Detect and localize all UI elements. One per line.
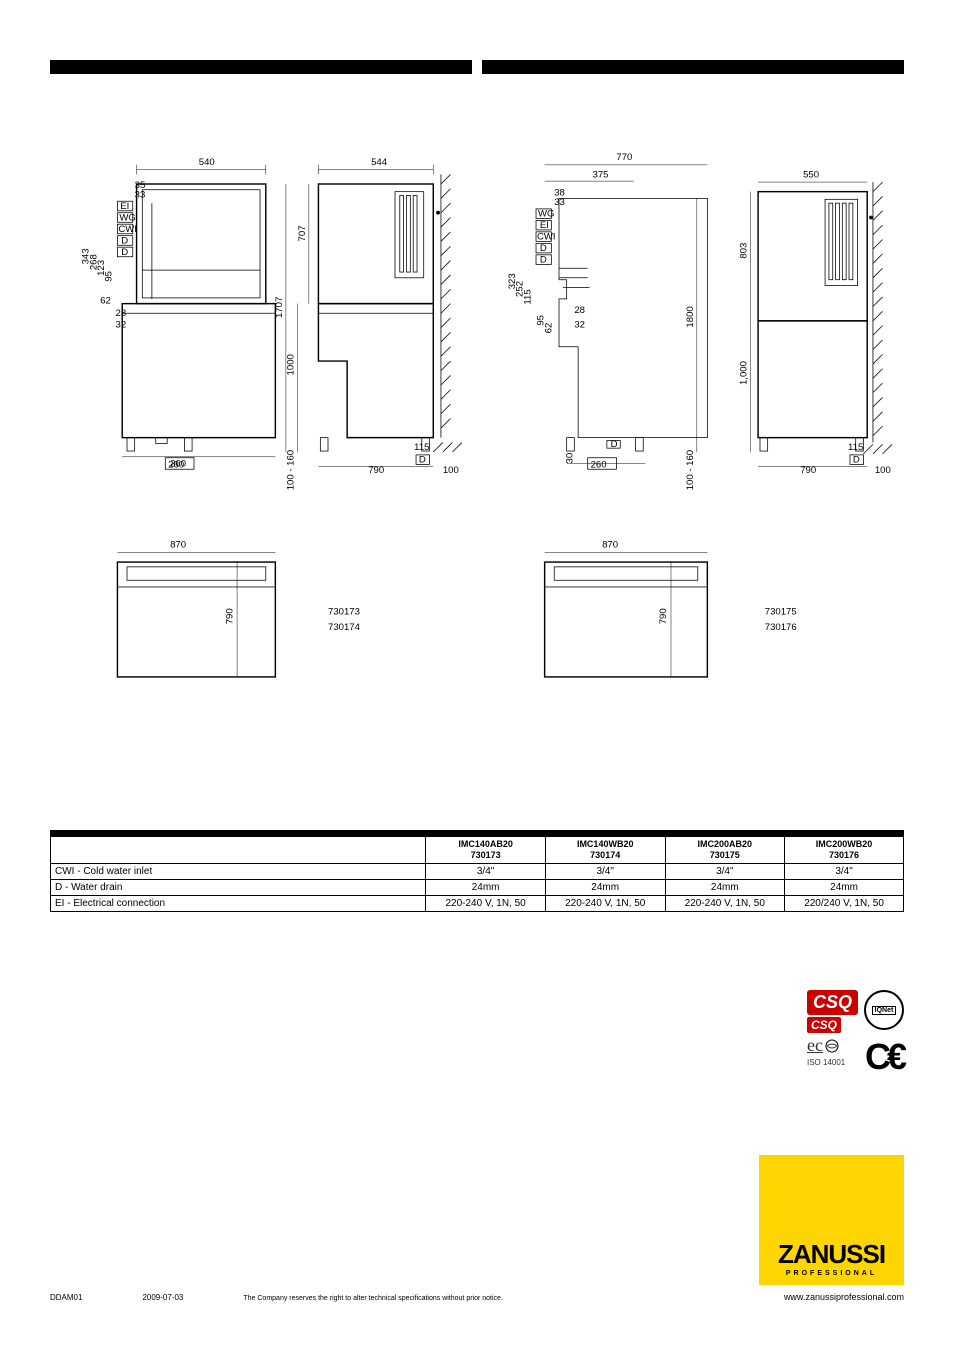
certification-badges: CSQ CSQ ec ISO 14001 IQNet C€: [807, 990, 904, 1078]
drawing-730175-730176: 770 375 38 33 WG EI CWI D D 323 252 115 …: [492, 134, 894, 770]
svg-text:375: 375: [593, 169, 609, 180]
svg-text:115: 115: [848, 442, 863, 453]
svg-text:D: D: [611, 439, 618, 450]
svg-text:544: 544: [371, 157, 388, 168]
svg-text:D: D: [540, 243, 547, 254]
svg-text:1707: 1707: [274, 297, 285, 318]
svg-text:1800: 1800: [685, 306, 696, 327]
col-header-4: IMC200WB20730176: [785, 837, 904, 864]
col-header-3: IMC200AB20730175: [665, 837, 785, 864]
eco-globe-icon: [825, 1039, 839, 1053]
csq-badge-icon: CSQ: [807, 990, 858, 1015]
col-header-1: IMC140AB20730173: [426, 837, 546, 864]
drawing-panel-right: 770 375 38 33 WG EI CWI D D 323 252 115 …: [482, 60, 904, 790]
svg-text:100 - 160: 100 - 160: [286, 450, 297, 490]
technical-drawings-row: 540 35 33 EI WG CWI D D 343 268 123 95 6…: [50, 60, 904, 790]
svg-text:D: D: [540, 254, 547, 265]
brand-name: ZANUSSI: [778, 1239, 885, 1270]
doc-date: 2009-07-03: [142, 1293, 183, 1302]
svg-text:D: D: [121, 235, 128, 246]
svg-text:790: 790: [800, 465, 816, 476]
svg-text:790: 790: [224, 608, 235, 624]
svg-text:1,000: 1,000: [739, 361, 750, 385]
svg-text:62: 62: [543, 323, 554, 334]
disclaimer: The Company reserves the right to alter …: [243, 1295, 503, 1302]
table-row: CWI - Cold water inlet 3/4" 3/4" 3/4" 3/…: [51, 863, 904, 879]
svg-text:95: 95: [104, 271, 115, 282]
eco-label: ec: [807, 1035, 823, 1056]
svg-text:30: 30: [564, 453, 575, 464]
svg-text:870: 870: [170, 540, 186, 551]
svg-text:WG: WG: [119, 212, 135, 223]
svg-text:790: 790: [368, 465, 384, 476]
brand-subtitle: PROFESSIONAL: [786, 1270, 877, 1277]
model-id-4: 730176: [765, 622, 797, 633]
table-row: D - Water drain 24mm 24mm 24mm 24mm: [51, 879, 904, 895]
svg-text:770: 770: [616, 152, 632, 163]
csq-small-icon: CSQ: [807, 1017, 841, 1033]
svg-text:28: 28: [574, 305, 585, 316]
svg-text:260: 260: [591, 459, 607, 470]
svg-text:CWI: CWI: [537, 232, 556, 243]
svg-text:62: 62: [100, 296, 111, 307]
svg-text:D: D: [419, 455, 426, 466]
svg-text:550: 550: [803, 169, 819, 180]
brand-url: www.zanussiprofessional.com: [784, 1292, 904, 1302]
model-id-2: 730174: [328, 622, 361, 633]
svg-text:CWI: CWI: [118, 224, 137, 235]
table-row: EI - Electrical connection 220-240 V, 1N…: [51, 895, 904, 911]
iqnet-badge-icon: IQNet: [864, 990, 904, 1030]
svg-text:32: 32: [574, 320, 585, 331]
ce-mark-icon: C€: [865, 1036, 903, 1078]
svg-text:540: 540: [199, 157, 215, 168]
svg-text:D: D: [121, 247, 128, 258]
drawing-panel-left: 540 35 33 EI WG CWI D D 343 268 123 95 6…: [50, 60, 472, 790]
svg-text:870: 870: [602, 540, 618, 551]
page-footer: DDAM01 2009-07-03 The Company reserves t…: [50, 1293, 503, 1302]
svg-text:790: 790: [658, 608, 669, 624]
svg-text:WG: WG: [538, 209, 554, 220]
brand-logo: ZANUSSI PROFESSIONAL: [759, 1155, 904, 1285]
drawing-730173-730174: 540 35 33 EI WG CWI D D 343 268 123 95 6…: [60, 134, 462, 770]
iso-label: ISO 14001: [807, 1058, 845, 1067]
svg-text:100 - 160: 100 - 160: [685, 450, 696, 490]
svg-text:707: 707: [297, 225, 308, 241]
svg-text:115: 115: [522, 289, 533, 304]
model-id-3: 730175: [765, 607, 797, 618]
svg-text:32: 32: [116, 320, 127, 331]
svg-text:EI: EI: [540, 220, 549, 231]
svg-text:803: 803: [739, 243, 750, 259]
spec-table: IMC140AB20730173 IMC140WB20730174 IMC200…: [50, 830, 904, 912]
svg-text:260: 260: [168, 459, 184, 470]
col-header-2: IMC140WB20730174: [545, 837, 665, 864]
svg-text:100: 100: [443, 465, 459, 476]
svg-text:1000: 1000: [286, 354, 297, 375]
model-id-1: 730173: [328, 607, 360, 618]
doc-id: DDAM01: [50, 1293, 82, 1302]
svg-text:D: D: [853, 455, 860, 466]
svg-text:EI: EI: [120, 201, 129, 212]
svg-text:115: 115: [414, 442, 429, 453]
svg-text:100: 100: [875, 465, 891, 476]
